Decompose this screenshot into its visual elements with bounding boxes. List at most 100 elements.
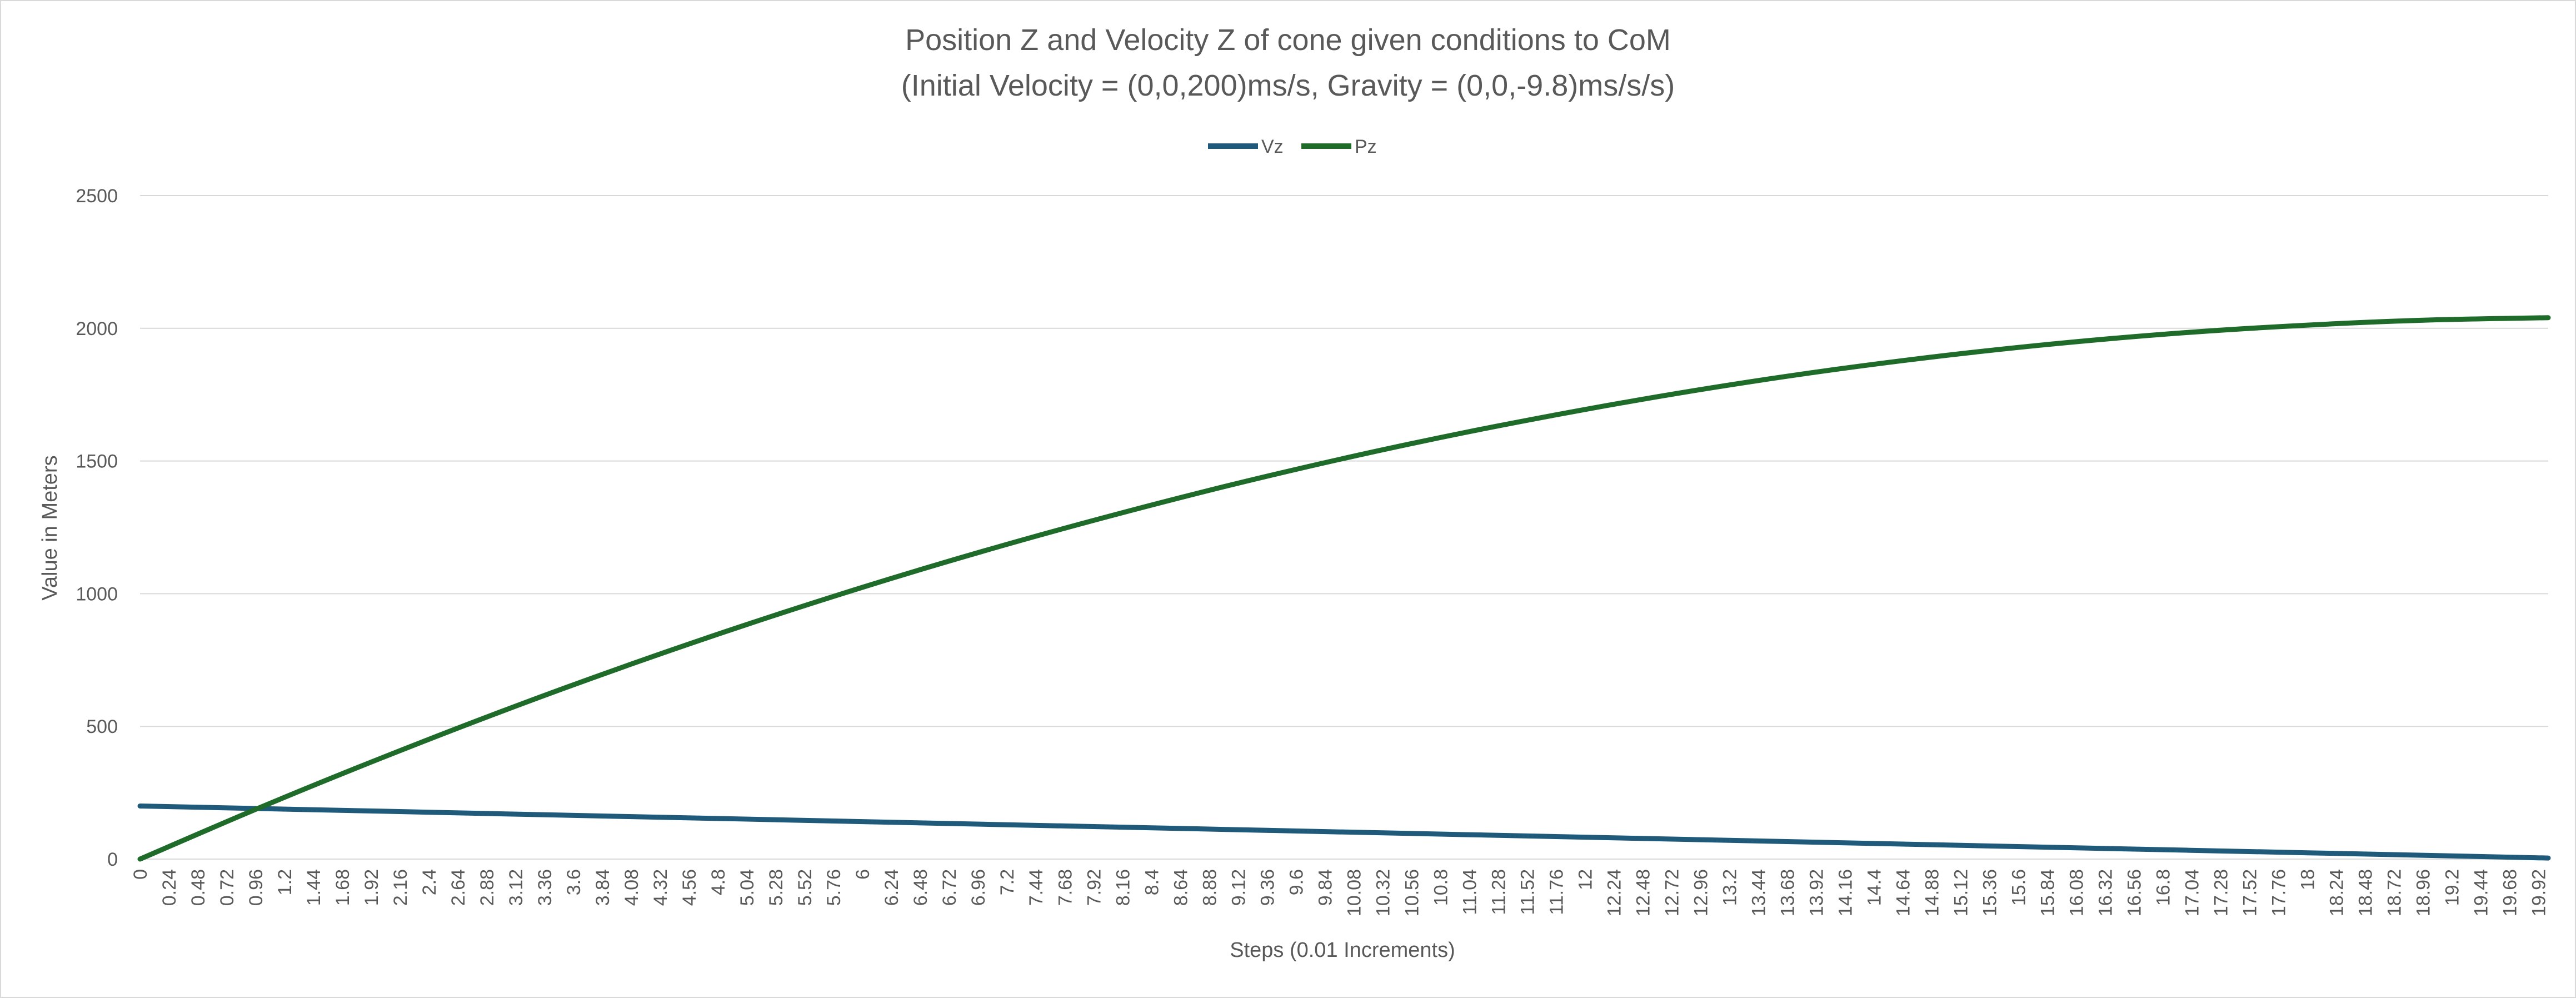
y-tick-label: 0 (107, 849, 118, 870)
y-tick-label: 500 (86, 716, 118, 737)
y-tick-label: 1500 (76, 451, 118, 472)
x-tick-label: 16.08 (2066, 869, 2088, 916)
x-tick-label: 12 (1575, 869, 1596, 890)
x-tick-label: 10.56 (1401, 869, 1422, 916)
x-tick-label: 19.92 (2529, 869, 2550, 916)
x-tick-label: 13.2 (1719, 869, 1740, 906)
x-tick-label: 6.24 (881, 869, 902, 906)
x-tick-label: 1.68 (332, 869, 353, 906)
x-tick-label: 3.6 (563, 869, 585, 895)
x-tick-label: 12.72 (1661, 869, 1683, 916)
y-tick-label: 1000 (76, 583, 118, 605)
x-tick-label: 3.12 (506, 869, 527, 906)
x-tick-label: 0.48 (188, 869, 209, 906)
x-tick-label: 5.04 (737, 869, 758, 906)
x-tick-label: 14.64 (1893, 869, 1914, 916)
x-tick-label: 3.36 (535, 869, 556, 906)
x-tick-label: 18.72 (2384, 869, 2405, 916)
x-tick-label: 2.4 (419, 869, 440, 895)
series-lines (137, 315, 2551, 862)
y-tick-label: 2000 (76, 318, 118, 340)
gridlines (140, 195, 2548, 860)
x-tick-label: 9.6 (1286, 869, 1307, 895)
series-line-pz (137, 315, 2551, 862)
x-tick-label: 13.44 (1748, 869, 1769, 916)
x-tick-label: 4.32 (650, 869, 671, 906)
x-tick-label: 5.28 (766, 869, 787, 906)
x-tick-label: 7.44 (1026, 869, 1047, 906)
x-tick-label: 15.12 (1951, 869, 1972, 916)
x-tick-label: 5.52 (795, 869, 816, 906)
x-tick-label: 18 (2298, 869, 2319, 890)
chart-title-line-1: Position Z and Velocity Z of cone given … (905, 23, 1671, 57)
x-tick-label: 13.92 (1806, 869, 1827, 916)
x-tick-label: 8.64 (1170, 869, 1191, 906)
x-tick-label: 8.4 (1141, 869, 1162, 895)
x-tick-label: 9.84 (1315, 869, 1336, 906)
x-tick-label: 16.32 (2095, 869, 2116, 916)
x-tick-label: 10.32 (1372, 869, 1394, 916)
x-tick-label: 12.24 (1604, 869, 1625, 916)
x-tick-label: 1.2 (274, 869, 296, 895)
x-tick-label: 0 (130, 869, 151, 880)
x-tick-label: 7.68 (1055, 869, 1076, 906)
x-tick-label: 17.76 (2269, 869, 2290, 916)
x-tick-label: 6.48 (910, 869, 931, 906)
x-tick-label: 2.64 (448, 869, 469, 906)
x-tick-label: 15.6 (2009, 869, 2030, 906)
x-tick-label: 12.48 (1633, 869, 1654, 916)
x-tick-label: 2.88 (477, 869, 498, 906)
x-tick-label: 19.2 (2442, 869, 2463, 906)
x-tick-label: 7.92 (1084, 869, 1105, 906)
x-tick-label: 18.96 (2413, 869, 2434, 916)
y-tick-label: 2500 (76, 186, 118, 207)
chart-title-line-2: (Initial Velocity = (0,0,200)ms/s, Gravi… (901, 69, 1675, 102)
x-tick-label: 18.24 (2327, 869, 2348, 916)
legend: Vz Pz (1208, 136, 1377, 157)
x-tick-label: 9.12 (1228, 869, 1249, 906)
x-tick-label: 18.48 (2355, 869, 2377, 916)
x-tick-label: 3.84 (592, 869, 613, 906)
x-tick-label: 0.96 (246, 869, 267, 906)
legend-label-pz: Pz (1355, 136, 1377, 157)
x-tick-label: 11.76 (1546, 869, 1567, 915)
x-tick-label: 6 (852, 869, 873, 880)
series-line-vz (137, 804, 2551, 861)
x-tick-label: 11.52 (1517, 869, 1538, 915)
x-tick-label: 16.8 (2153, 869, 2174, 906)
x-tick-label: 14.4 (1864, 869, 1885, 906)
x-tick-label: 8.16 (1112, 869, 1134, 906)
x-tick-label: 15.84 (2038, 869, 2059, 916)
x-tick-label: 16.56 (2124, 869, 2145, 916)
x-axis-title: Steps (0.01 Increments) (1230, 939, 1455, 962)
x-tick-label: 0.72 (217, 869, 238, 906)
x-tick-label: 15.36 (1980, 869, 2001, 916)
x-tick-label: 14.88 (1921, 869, 1943, 916)
legend-label-vz: Vz (1261, 136, 1284, 157)
x-tick-label: 9.36 (1257, 869, 1278, 906)
x-tick-label: 10.8 (1430, 869, 1451, 906)
x-tick-label: 6.72 (939, 869, 960, 906)
x-tick-label: 12.96 (1690, 869, 1711, 916)
x-tick-label: 11.28 (1488, 869, 1509, 915)
x-tick-label: 7.2 (997, 869, 1018, 895)
x-tick-label: 17.28 (2211, 869, 2232, 916)
x-tick-label: 10.08 (1344, 869, 1365, 916)
y-axis-ticks: 0 500 1000 1500 2000 2500 (76, 186, 118, 870)
x-tick-label: 1.92 (361, 869, 382, 906)
x-tick-label: 0.24 (159, 869, 180, 906)
x-tick-label: 17.52 (2240, 869, 2261, 916)
x-tick-label: 4.8 (708, 869, 729, 895)
x-tick-label: 19.68 (2500, 869, 2521, 916)
x-tick-label: 17.04 (2182, 869, 2203, 916)
x-tick-label: 14.16 (1835, 869, 1856, 916)
x-tick-label: 4.56 (679, 869, 700, 906)
y-axis-title: Value in Meters (38, 455, 62, 600)
x-tick-label: 19.44 (2471, 869, 2492, 916)
x-tick-label: 6.96 (968, 869, 989, 906)
x-tick-label: 8.88 (1199, 869, 1220, 906)
x-tick-label: 2.16 (390, 869, 411, 906)
x-axis-ticks: 0 0.24 0.48 0.72 0.96 1.2 1.44 1.68 1.92 2.16 2.4 2… (130, 869, 2550, 916)
x-tick-label: 11.04 (1459, 869, 1480, 915)
